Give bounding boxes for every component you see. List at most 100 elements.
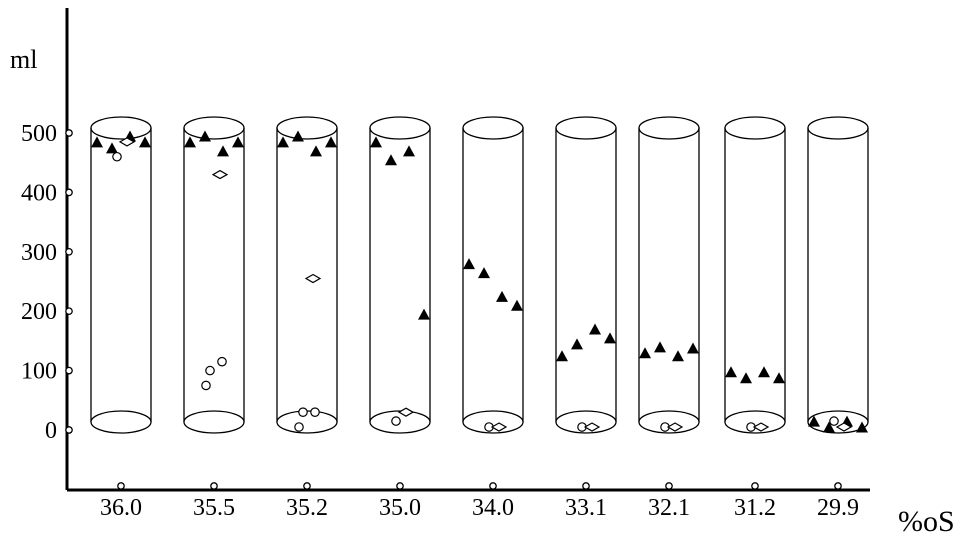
- tube-bottom-ellipse: [724, 410, 786, 434]
- triangle-marker: [385, 154, 397, 166]
- circle-marker: [201, 380, 211, 391]
- triangle-marker: [773, 372, 785, 384]
- circle-marker: [391, 416, 401, 426]
- diamond-marker: [304, 273, 322, 284]
- tube: [638, 116, 700, 434]
- diamond-marker: [490, 422, 508, 432]
- triangle-marker: [823, 421, 835, 433]
- tube: [369, 116, 431, 434]
- circle-marker: [112, 151, 122, 162]
- triangle-marker: [310, 145, 322, 157]
- tube-top-ellipse: [638, 116, 700, 140]
- triangle-marker: [725, 366, 737, 378]
- triangle-marker: [184, 136, 196, 148]
- x-tick-label: 35.2: [286, 495, 328, 521]
- x-ticks: 36.0 35.5 35.2 35.0 34.0 33.1 32.1 31.2 29.9: [100, 482, 859, 521]
- circle-marker: [217, 356, 227, 367]
- y-tick-mark: [65, 426, 73, 434]
- tube-top-ellipse: [462, 116, 524, 140]
- y-tick-label: 200: [21, 299, 57, 325]
- y-axis-label: ml: [10, 45, 37, 74]
- triangle-marker: [403, 145, 415, 157]
- triangle-marker: [139, 136, 151, 148]
- tube: [807, 116, 869, 434]
- triangle-marker: [106, 142, 118, 154]
- x-tick-label: 33.1: [565, 495, 607, 521]
- y-tick-mark: [65, 129, 73, 137]
- tube: [183, 116, 245, 434]
- triangle-marker: [571, 338, 583, 350]
- x-tick-mark: [834, 482, 842, 490]
- tube-top-ellipse: [724, 116, 786, 140]
- circle-marker: [298, 407, 308, 417]
- triangle-marker: [589, 323, 601, 335]
- triangle-marker: [687, 342, 699, 354]
- x-tick-mark: [489, 482, 497, 490]
- tube: [555, 116, 617, 434]
- tube: [724, 116, 786, 434]
- x-axis-label: %oS: [898, 505, 955, 538]
- tube-bottom-ellipse: [638, 410, 700, 434]
- triangle-marker: [91, 136, 103, 148]
- triangle-marker: [672, 350, 684, 362]
- y-tick-mark: [65, 307, 73, 316]
- triangle-marker: [639, 347, 651, 359]
- y-ticks: 0 100 200 300 400 500: [21, 121, 73, 444]
- tube-bottom-ellipse: [183, 410, 245, 434]
- y-tick-mark: [65, 366, 73, 375]
- triangle-marker: [418, 308, 430, 320]
- tube-bottom-ellipse: [462, 410, 524, 434]
- triangle-marker: [511, 299, 523, 311]
- x-tick-mark: [117, 482, 125, 490]
- triangle-marker: [654, 341, 666, 353]
- tube: [90, 116, 152, 434]
- triangle-marker: [758, 366, 770, 378]
- x-tick-label: 29.9: [817, 495, 859, 521]
- x-tick-mark: [210, 482, 218, 490]
- tube: [276, 116, 338, 434]
- triangle-marker: [325, 136, 337, 148]
- x-tick-label: 32.1: [648, 495, 690, 521]
- triangle-marker: [740, 372, 752, 384]
- y-tick-label: 400: [21, 180, 57, 206]
- triangle-marker: [217, 145, 229, 157]
- circle-marker: [294, 422, 304, 432]
- triangle-marker: [277, 136, 289, 148]
- markers: [91, 130, 868, 433]
- triangle-marker: [808, 415, 820, 427]
- triangle-marker: [556, 350, 568, 362]
- diamond-marker: [666, 422, 684, 432]
- y-tick-mark: [65, 188, 73, 197]
- triangle-marker: [370, 136, 382, 148]
- triangle-marker: [232, 136, 244, 148]
- y-tick-label: 500: [21, 121, 57, 147]
- x-tick-label: 35.5: [193, 495, 235, 521]
- circle-marker: [205, 365, 215, 376]
- x-tick-label: 35.0: [379, 495, 421, 521]
- tube-top-ellipse: [90, 116, 152, 140]
- y-tick-label: 100: [21, 359, 57, 385]
- triangle-marker: [463, 258, 475, 270]
- y-tick-label: 300: [21, 240, 57, 266]
- diamond-marker: [835, 422, 853, 432]
- triangle-marker: [292, 130, 304, 142]
- x-tick-label: 34.0: [472, 495, 514, 521]
- y-tick-label: 0: [45, 418, 57, 444]
- diamond-marker: [583, 422, 601, 432]
- tube-top-ellipse: [369, 116, 431, 140]
- x-tick-mark: [303, 482, 311, 490]
- x-tick-mark: [751, 482, 759, 490]
- x-tick-label: 36.0: [100, 495, 142, 521]
- tube: [462, 116, 524, 434]
- diamond-marker: [118, 137, 136, 147]
- triangle-marker: [604, 332, 616, 344]
- y-tick-mark: [65, 247, 73, 256]
- x-tick-mark: [582, 482, 590, 490]
- triangle-marker: [199, 130, 211, 142]
- circle-marker: [310, 407, 320, 417]
- x-tick-label: 31.2: [734, 495, 776, 521]
- triangle-marker: [496, 290, 508, 302]
- tube-top-ellipse: [807, 116, 869, 140]
